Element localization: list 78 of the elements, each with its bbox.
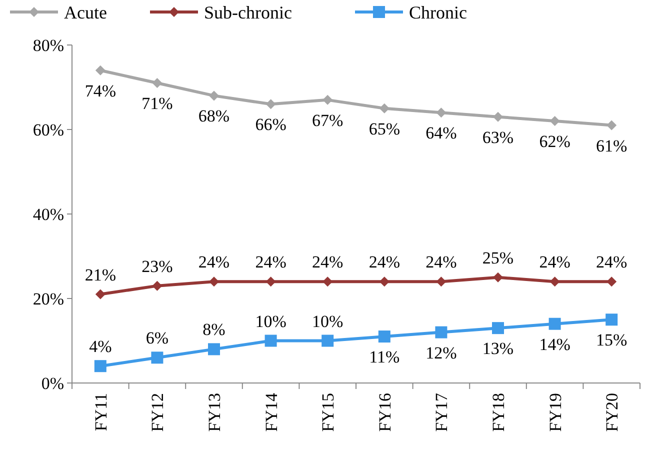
point [492, 322, 504, 334]
data-label: 24% [198, 252, 230, 272]
x-tick-label: FY15 [318, 393, 338, 432]
legend-label: Chronic [409, 2, 467, 22]
point [95, 289, 106, 300]
data-label: 64% [426, 124, 457, 143]
data-label: 24% [539, 252, 570, 272]
point [493, 112, 503, 122]
data-label: 24% [255, 252, 286, 272]
x-tick-label: FY11 [91, 393, 110, 432]
data-label: 71% [142, 94, 173, 114]
point [152, 280, 162, 291]
x-tick-label: FY16 [375, 393, 394, 432]
data-label: 62% [539, 132, 570, 152]
data-label: 6% [146, 328, 169, 348]
y-tick-label: 20% [32, 289, 64, 308]
y-tick-label: 0% [41, 374, 64, 393]
data-label: 24% [596, 252, 628, 272]
y-tick-label: 60% [32, 120, 64, 140]
point [208, 343, 220, 356]
point [266, 99, 276, 110]
point [152, 78, 162, 88]
data-label: 24% [312, 252, 344, 272]
x-tick-label: FY14 [262, 392, 281, 432]
point [550, 116, 560, 126]
data-label: 24% [426, 252, 457, 272]
data-label: 10% [312, 312, 344, 331]
point [548, 318, 561, 330]
data-label: 65% [368, 119, 400, 138]
data-label: 23% [142, 256, 173, 276]
data-label: 12% [426, 343, 457, 362]
data-label: 24% [368, 252, 400, 272]
point [379, 103, 390, 114]
data-label: 14% [539, 334, 570, 354]
data-label: 67% [312, 110, 344, 130]
point [606, 120, 617, 130]
point [264, 334, 277, 347]
x-tick-label: FY20 [602, 393, 622, 432]
point [322, 334, 334, 347]
data-label: 15% [596, 330, 628, 350]
point [436, 276, 446, 287]
data-label: 25% [482, 248, 514, 268]
data-label: 13% [482, 339, 514, 358]
point [322, 276, 333, 287]
point [94, 360, 106, 372]
data-label: 21% [84, 265, 116, 284]
data-label: 11% [369, 348, 400, 367]
point [266, 276, 276, 287]
point [436, 108, 446, 118]
data-label: 63% [482, 128, 514, 147]
point [151, 352, 164, 364]
x-tick-label: FY19 [546, 393, 565, 432]
x-tick-label: FY13 [205, 393, 224, 432]
x-tick-label: FY18 [489, 393, 508, 432]
data-label: 68% [198, 106, 230, 126]
point [95, 65, 106, 76]
point [379, 276, 390, 287]
point [435, 326, 448, 338]
data-label: 8% [202, 320, 226, 340]
point [209, 90, 219, 101]
x-tick-label: FY17 [432, 392, 452, 432]
x-tick-label: FY12 [148, 393, 168, 432]
point [378, 330, 390, 343]
data-label: 66% [255, 115, 286, 134]
y-tick-label: 80% [32, 36, 64, 55]
point [606, 276, 617, 287]
data-label: 4% [89, 337, 112, 356]
point [209, 276, 219, 287]
point [550, 276, 560, 287]
point [322, 94, 333, 105]
point [606, 314, 618, 326]
legend-label: Acute [64, 2, 107, 22]
data-label: 74% [84, 81, 116, 100]
data-label: 10% [255, 312, 286, 331]
point [493, 272, 503, 282]
legend-label: Sub-chronic [204, 2, 292, 22]
data-label: 61% [596, 136, 628, 156]
y-tick-label: 40% [32, 204, 64, 224]
